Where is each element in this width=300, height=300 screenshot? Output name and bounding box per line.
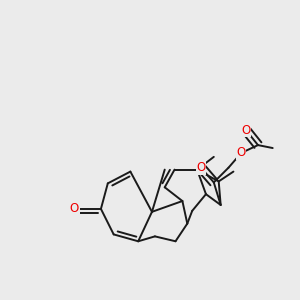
- Text: O: O: [70, 202, 79, 215]
- Text: O: O: [237, 146, 246, 159]
- Text: O: O: [196, 161, 206, 174]
- Text: O: O: [242, 124, 251, 137]
